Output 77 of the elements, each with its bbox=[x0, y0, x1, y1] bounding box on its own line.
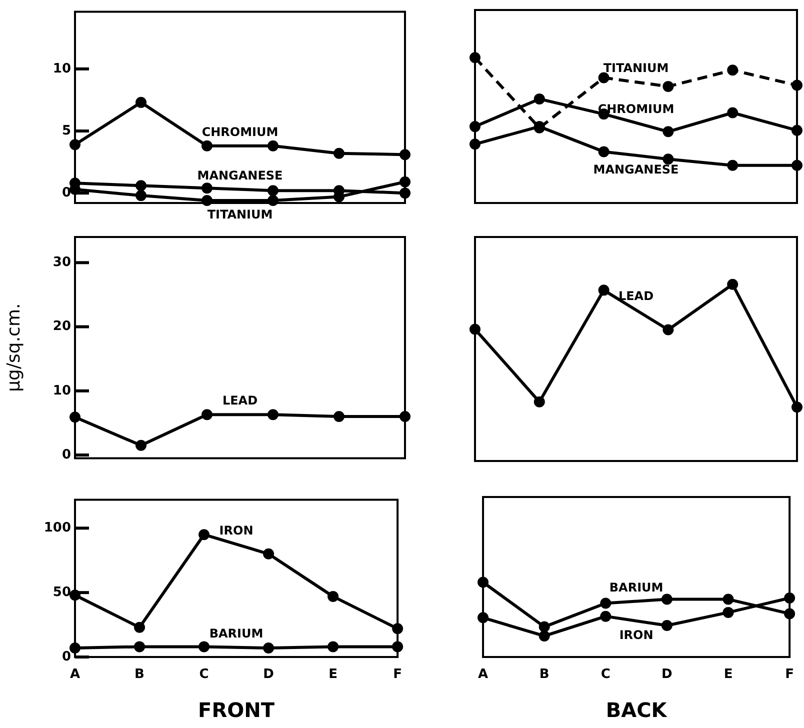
point bbox=[268, 140, 278, 152]
point bbox=[268, 185, 278, 196]
x-tick-label: D bbox=[662, 667, 673, 682]
series-label: BARIUM bbox=[609, 580, 664, 594]
point bbox=[268, 409, 278, 420]
point bbox=[727, 278, 738, 290]
y-tick-label: 0 bbox=[62, 447, 71, 462]
point bbox=[136, 180, 146, 192]
point bbox=[727, 107, 738, 118]
x-tick-label: F bbox=[393, 667, 402, 682]
point bbox=[534, 396, 545, 408]
point bbox=[136, 96, 146, 108]
y-tick-label: 0 bbox=[62, 649, 71, 664]
point bbox=[334, 148, 344, 159]
point bbox=[661, 620, 672, 632]
point bbox=[136, 190, 146, 202]
y-tick-label: 30 bbox=[52, 255, 71, 270]
x-tick-label: A bbox=[478, 667, 488, 682]
series-label: LEAD bbox=[618, 289, 654, 304]
point bbox=[134, 622, 146, 633]
point bbox=[598, 72, 610, 84]
series-label: MANGANESE bbox=[197, 168, 283, 182]
y-tick-label: 5 bbox=[62, 123, 71, 138]
x-tick-label: D bbox=[263, 667, 274, 682]
series-label: MANGANESE bbox=[593, 162, 679, 177]
x-tick-label: F bbox=[785, 667, 794, 682]
series-label: BARIUM bbox=[209, 626, 264, 640]
x-tick-label: B bbox=[539, 667, 550, 682]
point bbox=[538, 621, 550, 632]
point bbox=[598, 146, 610, 158]
point bbox=[538, 630, 550, 642]
point bbox=[727, 160, 738, 171]
point bbox=[198, 641, 210, 652]
point bbox=[202, 140, 212, 152]
x-axis-title: BACK bbox=[606, 698, 668, 722]
x-tick-label: A bbox=[70, 667, 80, 682]
point bbox=[202, 182, 212, 194]
point bbox=[534, 93, 545, 104]
y-tick-label: 50 bbox=[52, 584, 71, 600]
point bbox=[662, 324, 674, 336]
point bbox=[334, 411, 344, 422]
x-tick-label: E bbox=[328, 667, 338, 682]
point bbox=[328, 641, 339, 652]
y-tick-label: 20 bbox=[52, 319, 71, 334]
y-tick-label: 100 bbox=[44, 520, 71, 536]
point bbox=[198, 529, 210, 540]
y-tick-label: 0 bbox=[62, 185, 71, 200]
point bbox=[727, 64, 738, 76]
point bbox=[263, 548, 274, 560]
point bbox=[328, 590, 339, 602]
point bbox=[662, 80, 674, 92]
point bbox=[662, 126, 674, 138]
series-label: LEAD bbox=[222, 394, 258, 408]
x-tick-label: C bbox=[199, 667, 209, 682]
point bbox=[661, 594, 672, 605]
point bbox=[662, 154, 674, 165]
x-tick-label: B bbox=[134, 667, 144, 682]
y-tick-label: 10 bbox=[52, 61, 71, 76]
point bbox=[263, 642, 274, 654]
point bbox=[600, 598, 612, 609]
point bbox=[598, 284, 610, 296]
point bbox=[722, 594, 734, 605]
x-tick-label: E bbox=[724, 667, 733, 682]
series-label: TITANIUM bbox=[603, 61, 669, 76]
y-axis-title: μg/sq.cm. bbox=[3, 303, 24, 392]
point bbox=[722, 606, 734, 618]
point bbox=[136, 440, 146, 451]
series-label: IRON bbox=[219, 523, 254, 538]
series-label: IRON bbox=[619, 628, 654, 642]
point bbox=[600, 610, 612, 622]
series-label: CHROMIUM bbox=[202, 125, 278, 140]
point bbox=[202, 409, 212, 420]
y-tick-label: 10 bbox=[52, 383, 71, 398]
series-label: TITANIUM bbox=[207, 208, 273, 222]
point bbox=[134, 641, 146, 652]
x-tick-label: C bbox=[600, 667, 610, 682]
x-axis-title: FRONT bbox=[198, 698, 275, 722]
